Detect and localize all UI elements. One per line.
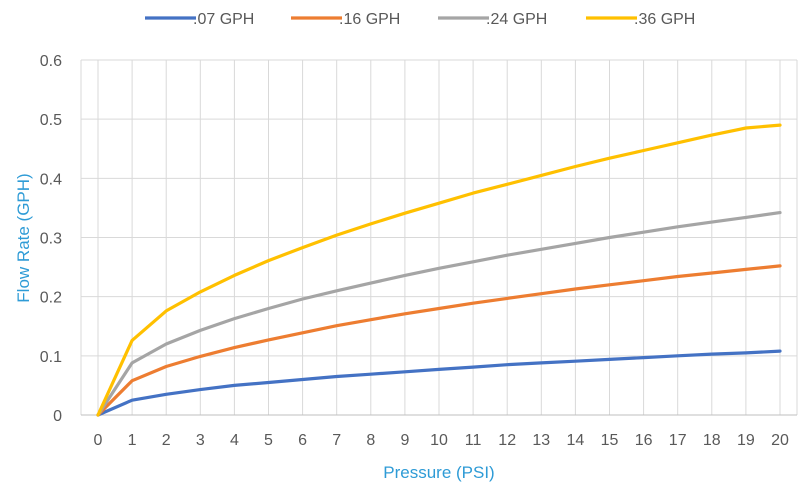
y-tick-label: 0.3 [40, 231, 62, 248]
series-line-16gph [96, 264, 782, 417]
legend: .07 GPH .16 GPH .24 GPH .36 GPH [145, 11, 695, 28]
x-tick-label: 14 [567, 432, 585, 449]
x-tick-label: 16 [635, 432, 653, 449]
x-tick-label: 13 [532, 432, 550, 449]
y-tick-label: 0.2 [40, 290, 62, 307]
series-line-36gph [96, 123, 782, 417]
x-tick-label: 1 [128, 432, 137, 449]
x-tick-label: 19 [737, 432, 755, 449]
gridlines [81, 59, 797, 416]
x-tick-label: 6 [298, 432, 307, 449]
y-tick-label: 0.5 [40, 112, 62, 129]
x-tick-label: 5 [264, 432, 273, 449]
legend-label-24gph: .24 GPH [486, 11, 547, 28]
y-tick-label: 0.1 [40, 349, 62, 366]
x-tick-label: 8 [366, 432, 375, 449]
series-line-24gph [96, 211, 782, 417]
x-tick-label: 20 [771, 432, 789, 449]
x-tick-label: 11 [465, 432, 482, 449]
x-tick-label: 15 [601, 432, 619, 449]
x-tick-label: 17 [669, 432, 687, 449]
series-lines [96, 123, 782, 417]
series-line-07gph [96, 349, 782, 417]
y-tick-label: 0.4 [40, 171, 62, 188]
y-tick-labels: 0 0.1 0.2 0.3 0.4 0.5 0.6 [40, 53, 62, 425]
axes [80, 60, 798, 416]
x-tick-label: 0 [94, 432, 103, 449]
legend-label-16gph: .16 GPH [339, 11, 400, 28]
legend-label-07gph: .07 GPH [193, 11, 254, 28]
y-tick-label: 0.6 [40, 53, 62, 70]
legend-label-36gph: .36 GPH [634, 11, 695, 28]
x-axis-title: Pressure (PSI) [383, 463, 494, 482]
y-axis-title: Flow Rate (GPH) [14, 173, 33, 302]
x-tick-label: 9 [400, 432, 409, 449]
x-tick-label: 3 [196, 432, 205, 449]
x-tick-label: 18 [703, 432, 721, 449]
x-tick-label: 12 [498, 432, 516, 449]
x-tick-labels: 0 1 2 3 4 5 6 7 8 9 10 11 12 13 14 15 16 17 18 19 20 [94, 432, 789, 449]
x-tick-label: 2 [162, 432, 171, 449]
x-tick-label: 7 [332, 432, 341, 449]
x-tick-label: 10 [430, 432, 448, 449]
y-tick-label: 0 [53, 408, 62, 425]
x-tick-label: 4 [230, 432, 239, 449]
